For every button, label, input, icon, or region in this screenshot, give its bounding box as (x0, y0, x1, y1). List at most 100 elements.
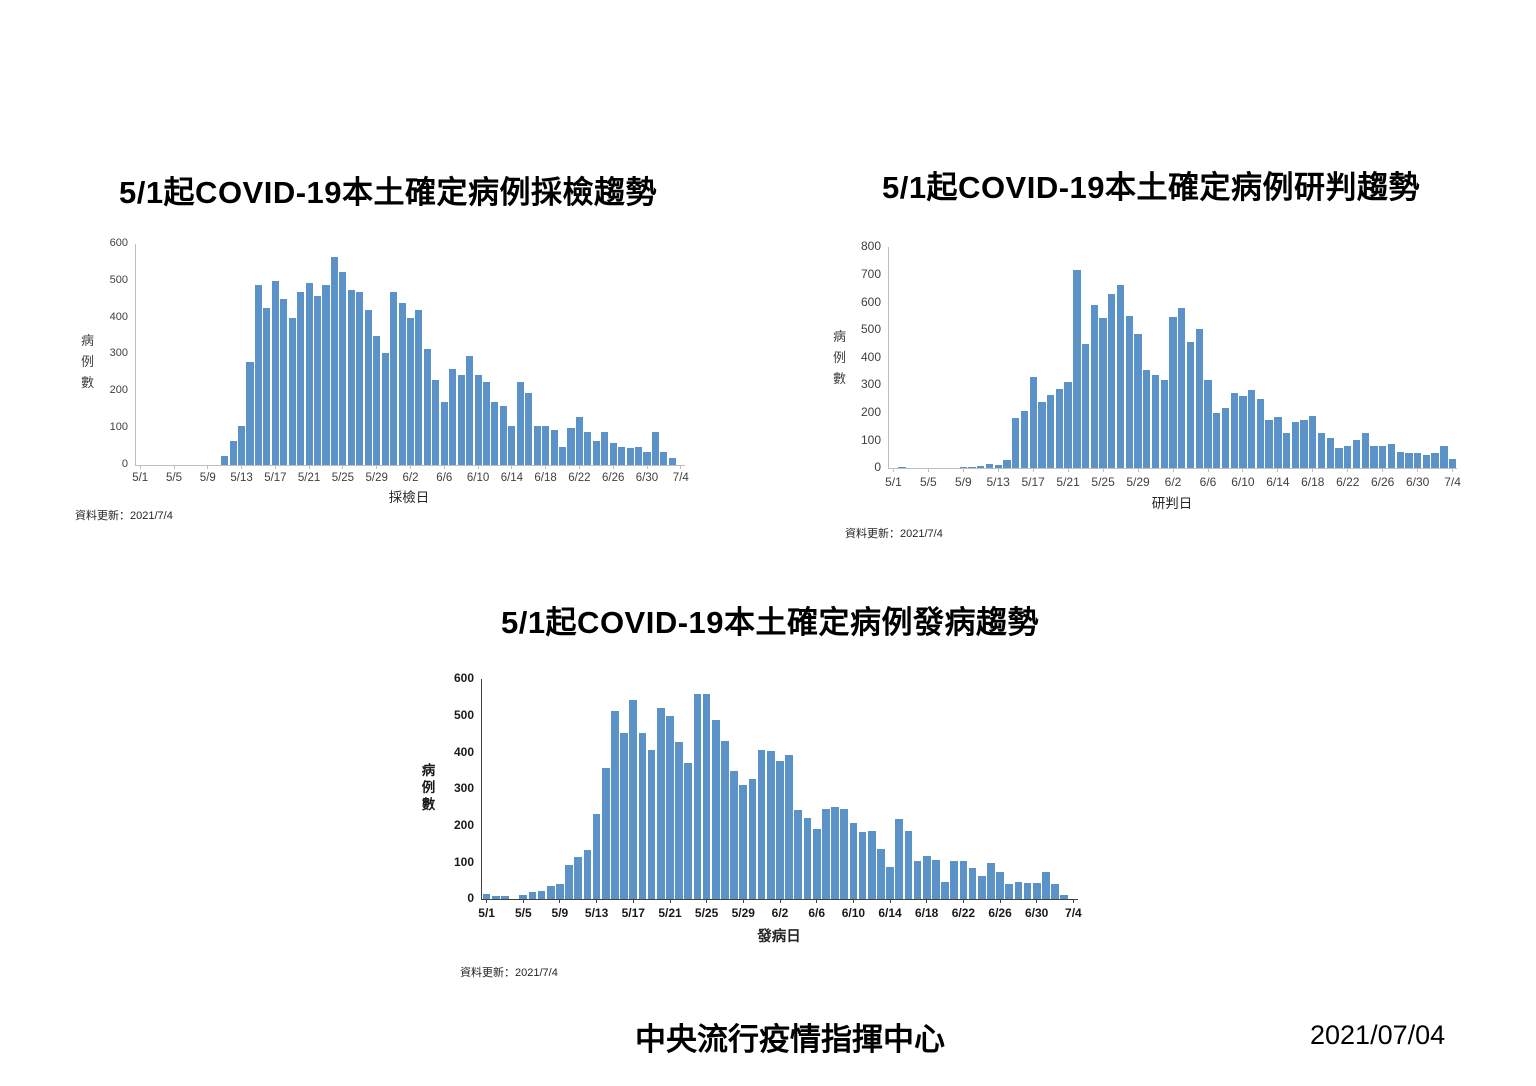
y-tick-label: 200 (109, 384, 128, 397)
bar-6/7 (822, 809, 830, 899)
y-axis-title: 病例數 (80, 333, 94, 390)
x-axis-title: 研判日 (1151, 496, 1193, 511)
bar-7/2 (1431, 452, 1439, 468)
bar-5/25 (702, 693, 711, 899)
bar-5/20 (297, 291, 305, 465)
bar-6/26 (996, 872, 1004, 899)
bar-5/28 (730, 771, 738, 899)
x-tick-mark (892, 468, 894, 472)
bar-5/31 (1151, 375, 1160, 468)
x-tick-label: 6/14 (1266, 475, 1290, 489)
bar-6/21 (567, 428, 575, 465)
x-tick-mark (1032, 468, 1034, 472)
bar-5/29 (739, 785, 748, 899)
bar-5/30 (381, 352, 389, 465)
bar-6/1 (1160, 379, 1168, 468)
x-tick-label: 6/6 (1199, 475, 1217, 489)
bar-6/19 (932, 860, 940, 899)
data-update-note: 資料更新：2021/7/4 (845, 528, 943, 540)
bar-6/3 (415, 310, 423, 465)
y-tick-label: 400 (109, 310, 128, 323)
x-tick-mark (1067, 468, 1069, 472)
x-tick-label: 5/21 (1056, 475, 1080, 489)
bar-5/25 (339, 271, 347, 465)
bar-5/26 (1108, 293, 1116, 468)
bar-6/28 (626, 448, 634, 465)
bar-5/27 (1116, 284, 1125, 468)
bar-6/11 (858, 832, 867, 899)
bar-6/2 (1169, 317, 1177, 468)
x-tick-mark (342, 465, 344, 469)
bar-6/7 (1213, 412, 1221, 468)
bar-6/26 (609, 442, 617, 465)
x-tick-label: 6/6 (808, 906, 826, 920)
bar-7/2 (660, 451, 668, 465)
bar-5/21 (305, 282, 313, 465)
bar-5/16 (1020, 411, 1029, 468)
bar-5/29 (1134, 334, 1142, 468)
x-axis-title: 採檢日 (388, 490, 430, 505)
bar-5/26 (711, 720, 720, 899)
bar-6/4 (423, 348, 431, 465)
bar-6/28 (1014, 882, 1023, 899)
y-tick-label: 200 (860, 404, 881, 419)
x-tick-mark (1347, 468, 1349, 472)
x-tick-label: 6/26 (988, 906, 1012, 920)
x-tick-label: 5/13 (230, 472, 253, 484)
bar-6/12 (1256, 398, 1265, 468)
x-tick-label: 5/13 (584, 906, 609, 920)
x-tick-mark (706, 899, 708, 903)
bar-6/17 (1300, 419, 1308, 468)
bar-5/31 (757, 749, 766, 899)
bar-6/10 (474, 374, 482, 465)
x-tick-mark (1382, 468, 1384, 472)
bar-6/5 (803, 818, 812, 899)
bar-6/30 (1414, 452, 1422, 468)
bar-6/23 (584, 431, 592, 465)
bar-5/15 (1012, 418, 1020, 468)
y-tick-label: 400 (860, 349, 881, 364)
bar-6/17 (533, 426, 541, 465)
x-tick-label: 5/29 (1126, 475, 1150, 489)
x-tick-mark (308, 465, 310, 469)
x-tick-label: 5/13 (986, 475, 1010, 489)
bar-6/29 (1405, 453, 1413, 468)
x-tick-mark (443, 465, 445, 469)
bar-6/4 (794, 809, 803, 899)
bar-5/24 (693, 694, 702, 899)
bar-6/5 (432, 380, 440, 465)
bar-6/18 (542, 426, 550, 465)
bar-5/14 (246, 361, 254, 465)
bar-5/16 (263, 308, 271, 465)
x-tick-mark (1207, 468, 1209, 472)
bar-6/27 (618, 447, 626, 465)
bar-6/9 (1230, 393, 1238, 468)
x-tick-mark (578, 465, 580, 469)
bar-6/19 (550, 430, 558, 465)
bar-6/9 (466, 356, 474, 465)
x-tick-label: 5/9 (551, 906, 569, 920)
bar-6/18 (922, 856, 931, 899)
y-tick-label: 100 (860, 432, 881, 447)
bar-5/7 (537, 891, 546, 899)
x-tick-label: 6/2 (1164, 475, 1182, 489)
x-tick-mark (1277, 468, 1279, 472)
chart-title: 5/1起COVID-19本土確定病例研判趨勢 (881, 170, 1421, 205)
bar-5/10 (565, 864, 573, 899)
x-tick-mark (511, 465, 513, 469)
y-tick-label: 300 (860, 377, 881, 392)
bar-5/23 (322, 284, 330, 465)
bar-5/3 (501, 895, 509, 899)
bar-6/8 (457, 374, 465, 465)
x-tick-label: 5/25 (331, 472, 355, 484)
bar-7/2 (1051, 883, 1059, 899)
y-tick-label: 700 (860, 266, 881, 281)
x-tick-mark (173, 465, 175, 469)
bar-6/3 (1178, 308, 1186, 468)
plot-area: 0 100 200 300 400 500 600 5/1 5/5 5/9 5/13 5/17 5/21… (110, 237, 689, 484)
bar-6/1 (398, 302, 406, 465)
bar-5/13 (994, 464, 1002, 468)
bar-5/13 (238, 426, 246, 465)
x-tick-mark (632, 899, 634, 903)
bar-6/20 (558, 446, 567, 465)
